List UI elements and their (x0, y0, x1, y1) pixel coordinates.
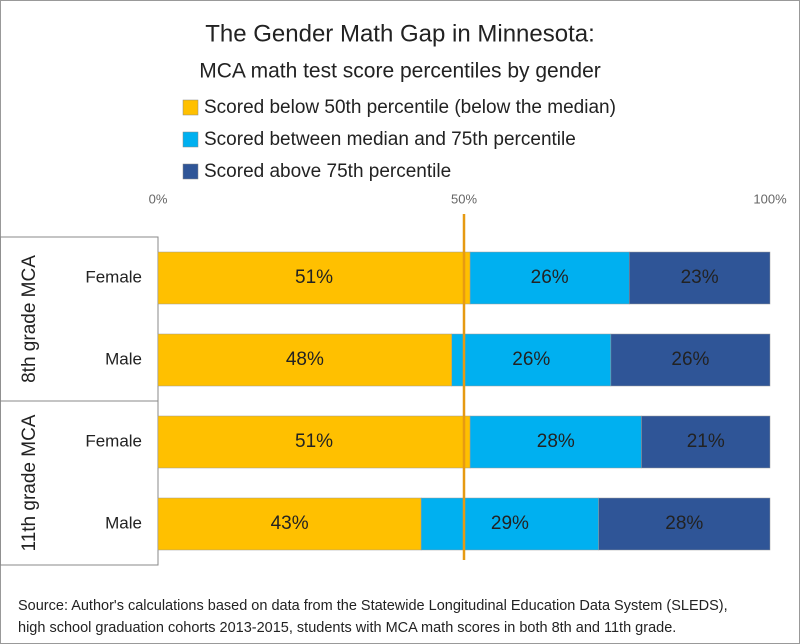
group-label: 11th grade MCA (19, 414, 40, 551)
legend-swatch (182, 163, 199, 180)
value-label: 43% (271, 513, 309, 534)
bar-segment (641, 415, 771, 469)
chart-subtitle: MCA math test score percentiles by gende… (199, 60, 601, 83)
chart-title: The Gender Math Gap in Minnesota: (205, 20, 595, 47)
value-label: 23% (681, 267, 719, 288)
bar-segment (157, 251, 471, 305)
bar-segment (469, 251, 630, 305)
value-label: 26% (671, 349, 709, 370)
value-label: 29% (491, 513, 529, 534)
value-label: 51% (295, 431, 333, 452)
bar-segment (157, 415, 471, 469)
bar-segment (628, 251, 771, 305)
x-tick-label: 100% (753, 191, 787, 206)
bar-segment (598, 497, 771, 551)
value-label: 26% (531, 267, 569, 288)
y-tick-label: Male (105, 513, 142, 532)
source-note: Source: Author's calculations based on d… (18, 598, 728, 614)
bar-segment (610, 333, 771, 387)
bar-segment (469, 415, 642, 469)
bar-segment (451, 333, 612, 387)
source-note: high school graduation cohorts 2013-2015… (18, 620, 676, 636)
legend-swatch (182, 99, 199, 116)
x-tick-label: 50% (451, 191, 477, 206)
value-label: 28% (537, 431, 575, 452)
legend-swatch (182, 131, 199, 148)
y-tick-label: Male (105, 349, 142, 368)
legend-label: Scored below 50th percentile (below the … (204, 97, 616, 118)
value-label: 26% (512, 349, 550, 370)
value-label: 21% (687, 431, 725, 452)
y-tick-label: Female (85, 267, 142, 286)
group-label: 8th grade MCA (19, 255, 40, 383)
bar-segment (420, 497, 599, 551)
legend-label: Scored between median and 75th percentil… (204, 129, 576, 150)
bar-segment (157, 497, 422, 551)
legend-label: Scored above 75th percentile (204, 161, 451, 182)
value-label: 28% (665, 513, 703, 534)
value-label: 48% (286, 349, 324, 370)
value-label: 51% (295, 267, 333, 288)
x-tick-label: 0% (149, 191, 168, 206)
y-tick-label: Female (85, 431, 142, 450)
